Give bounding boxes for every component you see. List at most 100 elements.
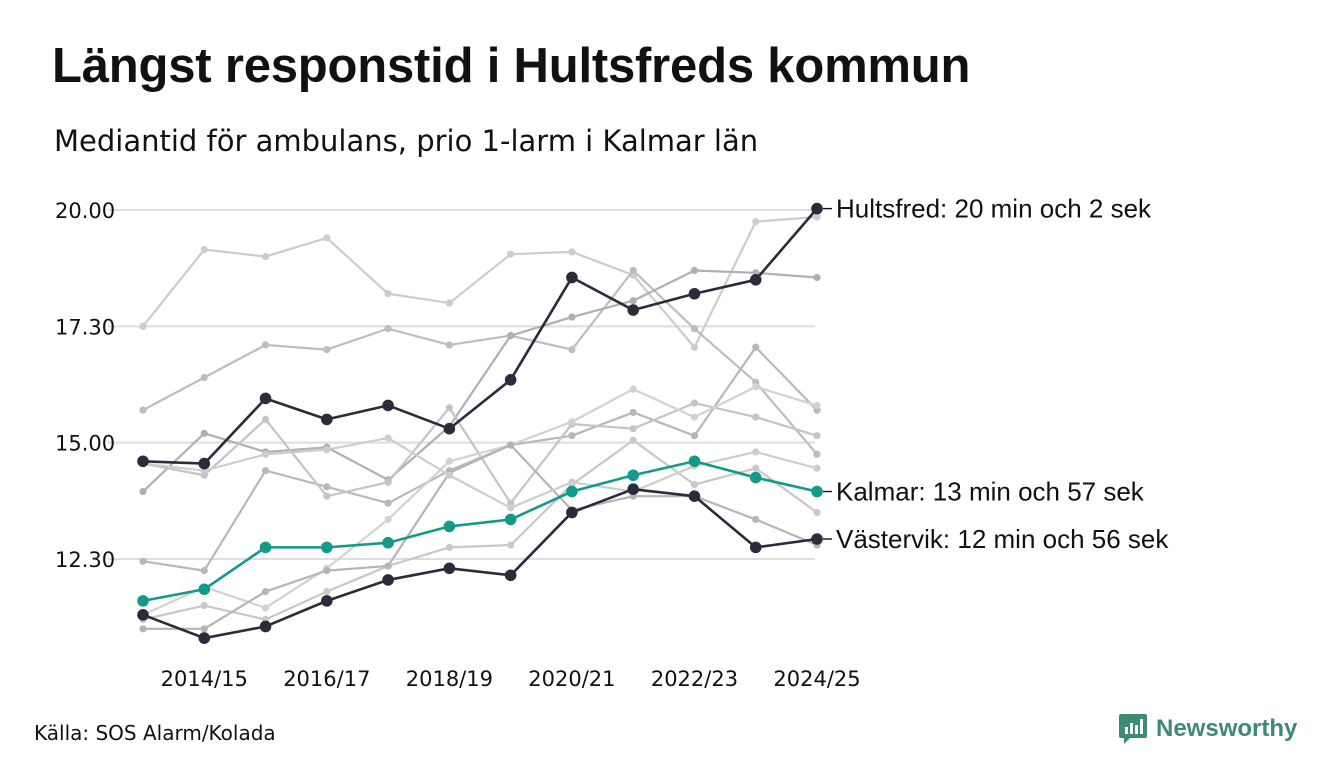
series-hultsfred xyxy=(137,202,823,470)
background-series-9-point xyxy=(261,450,270,458)
background-series-7-point xyxy=(323,587,331,596)
background-series-2-line xyxy=(142,269,818,456)
series-vastervik-point xyxy=(443,562,456,575)
series-kalmar-point xyxy=(382,536,394,549)
series-vastervik-point xyxy=(688,490,701,502)
background-series-1-point xyxy=(507,250,515,258)
background-series-8-line xyxy=(143,443,818,630)
background-series-9-point xyxy=(568,478,576,486)
background-series-5-point xyxy=(629,425,637,433)
background-series-8-point xyxy=(323,567,331,575)
series-hultsfred-point xyxy=(688,287,701,300)
background-series-5-point xyxy=(752,413,760,421)
background-series-9-point xyxy=(384,434,392,442)
background-series-7-point xyxy=(200,601,208,610)
series-vastervik-line xyxy=(142,487,818,640)
series-vastervik-point xyxy=(566,506,578,519)
series-vastervik-point xyxy=(504,569,517,582)
background-series-4-point xyxy=(752,343,760,351)
background-series-8-point xyxy=(507,441,515,449)
y-tick-label: 12.30 xyxy=(55,548,115,572)
background-series-9-point xyxy=(323,446,331,454)
background-series-4-point xyxy=(384,499,392,507)
background-series-5-point xyxy=(323,492,331,500)
background-series-5-point xyxy=(384,478,392,486)
background-series-3-point xyxy=(200,429,208,437)
background-series-9-point xyxy=(752,448,760,456)
background-series-8-point xyxy=(200,625,208,633)
background-series-1-line xyxy=(142,215,818,349)
background-series-4-point xyxy=(629,408,637,417)
background-series-8-point xyxy=(384,562,392,570)
x-tick-label: 2020/21 xyxy=(528,667,615,691)
x-tick-label: 2024/25 xyxy=(773,667,860,691)
background-series-7-point xyxy=(445,543,453,551)
background-series-1-point xyxy=(813,213,821,221)
background-series-8-point xyxy=(261,587,270,596)
background-series-4-point xyxy=(200,567,208,575)
background-series-1-point xyxy=(323,234,331,242)
y-axis: 12.30 15.00 17.30 20.00 xyxy=(55,199,115,572)
y-tick-label: 15.00 xyxy=(55,432,115,456)
newsworthy-logo-icon xyxy=(1119,714,1147,744)
background-series-4-point xyxy=(139,557,147,565)
background-series-6-point xyxy=(752,383,760,391)
background-series-2 xyxy=(139,266,821,458)
background-series-7-point xyxy=(629,436,637,444)
background-series-5 xyxy=(139,399,821,507)
background-series-5-line xyxy=(142,402,818,505)
background-series-3-line xyxy=(142,269,818,493)
background-series-3-point xyxy=(629,297,637,305)
background-series-3-point xyxy=(690,266,699,275)
background-series-3-point xyxy=(813,273,821,282)
brand-logo: Newsworthy xyxy=(1118,712,1297,746)
series-vastervik-point xyxy=(811,533,823,545)
series-vastervik xyxy=(137,483,823,644)
background-series-2-point xyxy=(813,450,821,458)
background-series-2-point xyxy=(323,346,331,354)
x-tick-label: 2018/19 xyxy=(406,667,493,691)
background-series-6-point xyxy=(445,457,453,465)
x-tick-label: 2014/15 xyxy=(161,667,248,691)
background-series-6-point xyxy=(690,413,699,421)
background-series-4-point xyxy=(690,432,699,440)
chart-subtitle: Mediantid för ambulans, prio 1-larm i Ka… xyxy=(54,124,759,158)
series-hultsfred-point xyxy=(198,457,211,470)
chart-title: Längst responstid i Hultsfreds kommun xyxy=(52,39,971,93)
background-series-2-point xyxy=(261,341,270,349)
series-vastervik-point xyxy=(749,541,762,554)
series-kalmar-line xyxy=(142,459,818,603)
background-series-7 xyxy=(139,436,821,624)
series-kalmar-point xyxy=(321,541,333,554)
background-series-3-point xyxy=(507,332,515,340)
background-series-2-point xyxy=(568,346,576,354)
x-tick-label: 2016/17 xyxy=(283,667,370,691)
background-series-6-line xyxy=(142,385,818,616)
background-series-4-point xyxy=(568,432,576,440)
background-series-6-point xyxy=(813,401,821,410)
background-series-1-point xyxy=(200,245,208,254)
series-hultsfred-point xyxy=(504,374,517,386)
background-series-7-point xyxy=(752,464,760,472)
series-label-kalmar: Kalmar: 13 min och 57 sek xyxy=(836,477,1145,507)
series-kalmar-point xyxy=(811,485,823,498)
background-series-9-point xyxy=(507,504,515,512)
background-series-7-line xyxy=(142,439,818,621)
background-series-6-point xyxy=(568,418,576,426)
background-series-4-point xyxy=(323,483,331,491)
background-series-3-point xyxy=(139,487,147,496)
background-series-2-point xyxy=(445,341,453,349)
series-kalmar-point xyxy=(688,455,701,468)
series-vastervik-point xyxy=(198,632,211,644)
series-hultsfred-point xyxy=(443,422,456,435)
series-hultsfred-point xyxy=(811,202,823,215)
background-series-1-point xyxy=(568,248,576,256)
series-kalmar-point xyxy=(198,583,211,596)
background-series-2-point xyxy=(384,325,392,333)
series-kalmar xyxy=(137,455,823,607)
background-series-1-point xyxy=(139,322,147,330)
background-series-1-point xyxy=(261,252,270,261)
background-series-2-point xyxy=(139,406,147,414)
series-hultsfred-point xyxy=(137,455,149,468)
highlighted-series xyxy=(137,202,823,644)
